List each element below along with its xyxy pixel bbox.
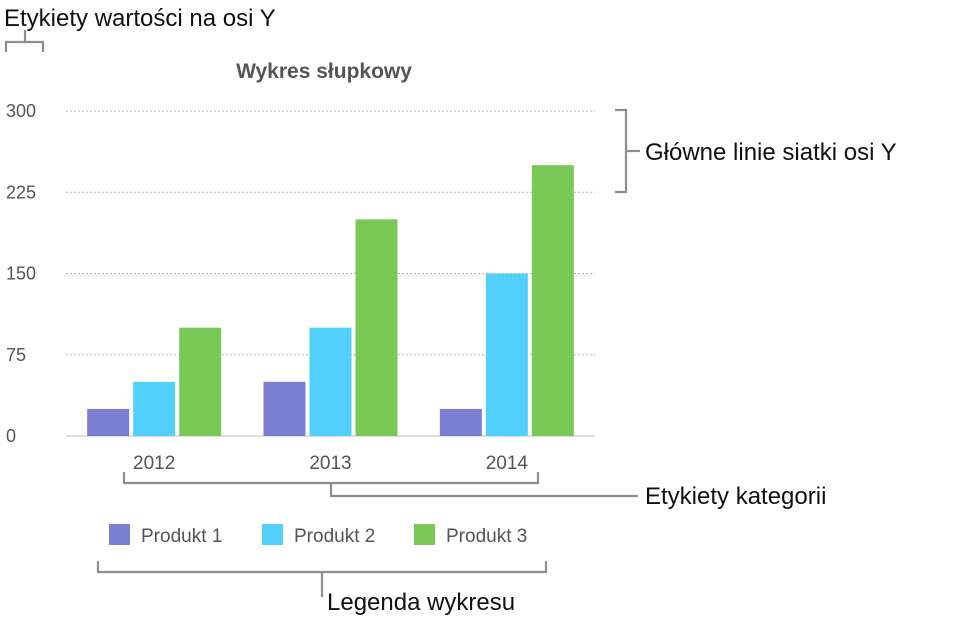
y-tick-label: 150 — [6, 264, 36, 284]
callout-legend: Legenda wykresu — [327, 589, 515, 616]
bars — [87, 165, 574, 436]
legend-swatch — [109, 524, 130, 545]
y-tick-label: 225 — [6, 182, 36, 202]
bar — [485, 273, 528, 436]
bar — [531, 165, 574, 436]
x-tick-label: 2014 — [486, 453, 529, 474]
bar — [133, 381, 176, 436]
bracket-y-value-labels — [4, 40, 45, 52]
bracket-major-gridlines — [615, 108, 628, 194]
legend-label: Produkt 3 — [446, 526, 527, 547]
legend-swatch — [414, 524, 435, 545]
y-axis-tick-labels: 0 75 150 225 300 — [6, 101, 36, 446]
callout-major-gridlines: Główne linie siatki osi Y — [645, 139, 897, 166]
legend-label: Produkt 1 — [141, 526, 222, 547]
legend-label: Produkt 2 — [294, 526, 375, 547]
bar — [355, 219, 398, 436]
bracket-legend — [96, 561, 548, 574]
bar — [439, 408, 482, 436]
y-tick-label: 0 — [6, 426, 16, 446]
chart-title: Wykres słupkowy — [236, 60, 412, 83]
bracket-category-labels-stem — [329, 483, 638, 498]
bar — [309, 327, 352, 436]
callout-category-labels: Etykiety kategorii — [645, 483, 826, 510]
bar — [87, 408, 130, 436]
bar — [263, 381, 306, 436]
legend: Produkt 1 Produkt 2 Produkt 3 — [109, 524, 527, 547]
x-tick-label: 2013 — [309, 453, 351, 474]
x-tick-label: 2012 — [133, 453, 175, 474]
y-tick-label: 75 — [6, 345, 26, 365]
callout-y-value-labels: Etykiety wartości na osi Y — [4, 5, 276, 32]
y-tick-label: 300 — [6, 101, 36, 121]
legend-swatch — [262, 524, 283, 545]
bar — [179, 327, 222, 436]
x-axis-category-labels: 2012 2013 2014 — [133, 453, 528, 474]
